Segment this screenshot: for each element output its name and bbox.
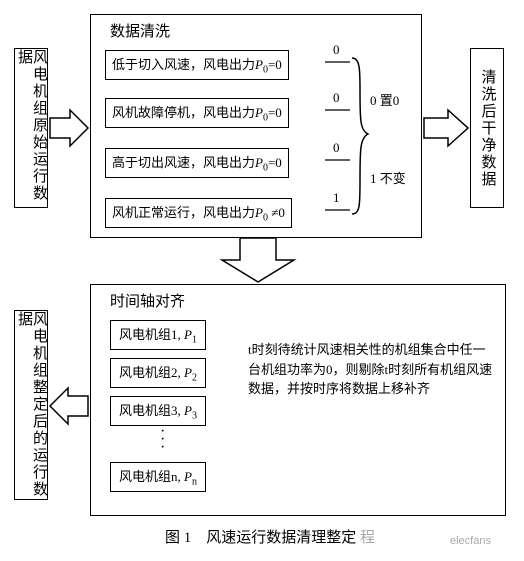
align-title: 时间轴对齐	[110, 290, 185, 311]
unit-3: 风电机组3, P3	[110, 396, 206, 426]
out-1: 0	[333, 42, 340, 58]
watermark: elecfans	[450, 535, 491, 547]
one-label: 1 不变	[370, 168, 406, 187]
rule-4: 风机正常运行，风电出力P0 ≠0	[105, 198, 292, 228]
top-right-label: 清洗后干净数据	[480, 69, 495, 188]
out-3: 0	[333, 140, 340, 156]
arrow-raw-to-clean	[50, 110, 88, 146]
arrow-clean-to-result	[424, 110, 468, 146]
top-left-label: 风电机组原始运行数据	[16, 49, 46, 207]
unit-1: 风电机组1, P1	[110, 320, 206, 350]
unit-n: 风电机组n, Pn	[110, 462, 206, 492]
align-desc: t时刻待统计风速相关性的机组集合中任一台机组功率为0，则剔除t时刻所有机组风速数…	[248, 340, 498, 399]
cleaning-title: 数据清洗	[110, 20, 170, 41]
rule-1: 低于切入风速，风电出力P0=0	[105, 50, 289, 80]
arrow-down	[222, 238, 294, 282]
vdots: ···	[160, 428, 165, 452]
top-right-box: 清洗后干净数据	[470, 48, 504, 208]
zero-label: 0 置0	[370, 90, 399, 109]
diagram-root: 风电机组原始运行数据 数据清洗 低于切入风速，风电出力P0=0 风机故障停机，风…	[10, 10, 514, 551]
bottom-left-box: 风电机组整定后的运行数据	[14, 310, 48, 500]
figure-caption: 图 1 风速运行数据清理整定 程	[100, 526, 440, 547]
rule-2: 风机故障停机，风电出力P0=0	[105, 98, 289, 128]
top-left-box: 风电机组原始运行数据	[14, 48, 48, 208]
unit-2: 风电机组2, P2	[110, 358, 206, 388]
arrow-align-to-output	[50, 388, 88, 424]
rule-3: 高于切出风速，风电出力P0=0	[105, 148, 289, 178]
out-2: 0	[333, 90, 340, 106]
bottom-left-label: 风电机组整定后的运行数据	[16, 311, 46, 499]
out-4: 1	[333, 190, 340, 206]
